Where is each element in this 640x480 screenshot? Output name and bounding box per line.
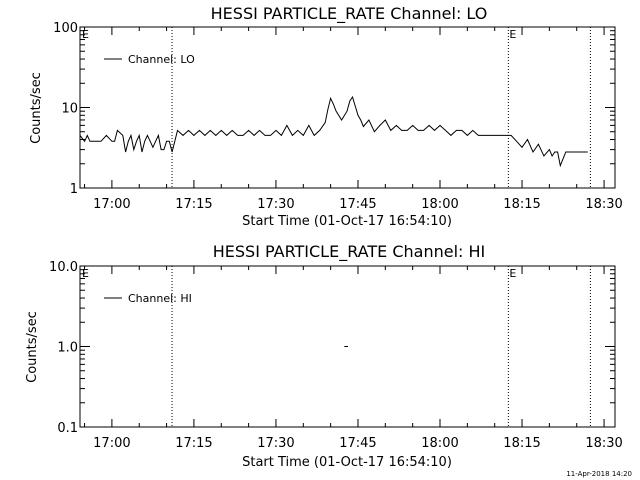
x-axis-ticks: 17:00 17:15 17:30 17:45 18:00 18:15 18:30 bbox=[84, 266, 623, 451]
lo-channel-panel: HESSI PARTICLE_RATE Channel: LO 1 10 100 1… bbox=[29, 4, 623, 229]
y-tick-label: 0.1 bbox=[57, 421, 78, 436]
x-axis-ticks: 17:00 17:15 17:30 17:45 18:00 18:15 18:30 bbox=[84, 27, 623, 212]
corner-e-label: E bbox=[82, 267, 89, 280]
time-markers: E bbox=[171, 266, 591, 427]
x-tick-label: 18:00 bbox=[421, 436, 458, 451]
legend-entry: Channel: HI bbox=[128, 292, 192, 305]
y-tick-label: 1.0 bbox=[57, 341, 78, 356]
x-tick-label: 18:00 bbox=[421, 197, 458, 212]
x-tick-label: 18:30 bbox=[585, 436, 622, 451]
y-axis-ticks: 0.1 1.0 10.0 bbox=[49, 260, 615, 436]
y-tick-label: 100 bbox=[53, 21, 78, 36]
plot-frame bbox=[79, 26, 616, 189]
x-tick-label: 17:15 bbox=[175, 197, 212, 212]
y-tick-label: 10.0 bbox=[49, 260, 78, 275]
x-tick-label: 17:00 bbox=[93, 197, 130, 212]
x-tick-label: 17:45 bbox=[339, 436, 376, 451]
x-axis-label: Start Time (01-Oct-17 16:54:10) bbox=[242, 214, 452, 229]
x-tick-label: 17:00 bbox=[93, 436, 130, 451]
x-axis-label: Start Time (01-Oct-17 16:54:10) bbox=[242, 455, 452, 470]
y-tick-label: 1 bbox=[70, 182, 78, 197]
time-marker-label: E bbox=[509, 267, 516, 280]
chart-title: HESSI PARTICLE_RATE Channel: HI bbox=[213, 242, 486, 262]
x-tick-label: 17:45 bbox=[339, 197, 376, 212]
corner-e-label: E bbox=[82, 28, 89, 41]
legend-entry: Channel: LO bbox=[128, 53, 195, 66]
y-axis-label: Counts/sec bbox=[25, 311, 40, 383]
hi-channel-panel: HESSI PARTICLE_RATE Channel: HI 0.1 1.0 10… bbox=[25, 242, 623, 470]
y-tick-label: 10 bbox=[61, 102, 78, 117]
y-axis-ticks: 1 10 100 bbox=[53, 21, 615, 197]
x-tick-label: 18:30 bbox=[585, 197, 622, 212]
chart-title: HESSI PARTICLE_RATE Channel: LO bbox=[211, 4, 488, 24]
time-markers: E bbox=[171, 27, 591, 188]
time-marker-label: E bbox=[509, 28, 516, 41]
x-tick-label: 17:30 bbox=[257, 436, 294, 451]
generation-date: 11-Apr-2018 14:20 bbox=[566, 470, 632, 478]
x-tick-label: 18:15 bbox=[503, 436, 540, 451]
lo-rate-series-line bbox=[79, 95, 588, 168]
x-tick-label: 17:30 bbox=[257, 197, 294, 212]
x-tick-label: 17:15 bbox=[175, 436, 212, 451]
x-tick-label: 18:15 bbox=[503, 197, 540, 212]
y-axis-label: Counts/sec bbox=[29, 72, 44, 144]
